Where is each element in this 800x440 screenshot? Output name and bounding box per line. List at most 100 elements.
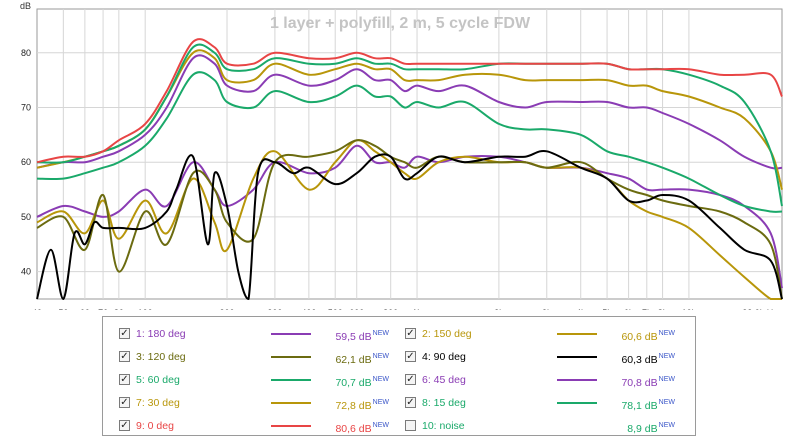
legend-swatch (557, 356, 597, 358)
legend-label: 4: 90 deg (422, 351, 466, 363)
legend-value-text: 60,3 dB (621, 354, 658, 366)
legend-checkbox[interactable]: ✓ (119, 420, 130, 431)
legend-value: 70,8 dBNEW (621, 371, 675, 392)
legend-label: 1: 180 deg (136, 328, 186, 340)
x-tick-label: 70 (98, 308, 108, 310)
legend-swatch (271, 333, 311, 335)
legend-checkbox[interactable]: ✓ (405, 374, 416, 385)
legend-item-4[interactable]: ✓ 4: 90 deg 60,3 dBNEW (405, 348, 675, 366)
legend-new-tag: NEW (372, 330, 389, 337)
chart-title: 1 layer + polyfill, 2 m, 5 cycle FDW (270, 15, 531, 32)
legend-label: 2: 150 deg (422, 328, 472, 340)
series-line-4 (36, 149, 783, 300)
legend-checkbox[interactable]: ✓ (119, 374, 130, 385)
x-tick-label: 100 (138, 308, 153, 310)
x-tick-label: 3k (542, 308, 552, 310)
legend-label: 3: 120 deg (136, 351, 186, 363)
legend-item-1[interactable]: ✓ 1: 180 deg 59,5 dBNEW (119, 325, 389, 343)
legend-checkbox[interactable]: ✓ (119, 351, 130, 362)
series-line-1 (36, 144, 783, 289)
legend-item-8[interactable]: ✓ 8: 15 deg 78,1 dBNEW (405, 394, 675, 412)
legend-checkbox[interactable]: ✓ (405, 351, 416, 362)
legend-swatch (557, 333, 597, 335)
legend-label: 9: 0 deg (136, 420, 174, 432)
legend-value-text: 59,5 dB (335, 331, 372, 343)
legend-value-text: 62,1 dB (335, 354, 372, 366)
series-line-9 (36, 38, 783, 164)
legend-value: 8,9 dBNEW (627, 417, 675, 438)
legend-label: 5: 60 deg (136, 374, 180, 386)
legend-new-tag: NEW (372, 376, 389, 383)
legend-value-text: 78,1 dB (621, 400, 658, 412)
frequency-response-plot: 40 50 60 70 80 100 200 300 400 500 600 800 1k 2k 3k 4k 5… (20, 1, 783, 310)
y-tick-label: 70 (21, 102, 31, 112)
legend-checkbox[interactable]: ✓ (119, 397, 130, 408)
legend-new-tag: NEW (372, 422, 389, 429)
y-tick-label: 80 (21, 48, 31, 58)
y-tick-label: 60 (21, 157, 31, 167)
legend-checkbox[interactable]: ✓ (405, 328, 416, 339)
y-tick-label: 40 (21, 267, 31, 277)
legend-item-9[interactable]: ✓ 9: 0 deg 80,6 dBNEW (119, 417, 389, 435)
legend-checkbox[interactable]: ✓ (405, 397, 416, 408)
legend-swatch (271, 356, 311, 358)
legend-label: 7: 30 deg (136, 397, 180, 409)
legend-value: 72,8 dBNEW (335, 394, 389, 415)
legend-swatch (271, 402, 311, 404)
legend-new-tag: NEW (658, 399, 675, 406)
y-axis-label: dB (20, 1, 31, 11)
series-curves (36, 38, 783, 300)
legend-item-7[interactable]: ✓ 7: 30 deg 72,8 dBNEW (119, 394, 389, 412)
legend-item-6[interactable]: ✓ 6: 45 deg 70,8 dBNEW (405, 371, 675, 389)
legend-value: 59,5 dBNEW (335, 325, 389, 346)
legend-item-3[interactable]: ✓ 3: 120 deg 62,1 dBNEW (119, 348, 389, 366)
y-tick-label: 50 (21, 212, 31, 222)
legend-label: 6: 45 deg (422, 374, 466, 386)
legend-value: 80,6 dBNEW (335, 417, 389, 438)
legend-value: 70,7 dBNEW (335, 371, 389, 392)
x-tick-label: 6k (624, 308, 634, 310)
legend-swatch (557, 402, 597, 404)
legend-value-text: 70,8 dB (621, 377, 658, 389)
x-tick-label: 10k (682, 308, 697, 310)
x-tick-label: 80 (114, 308, 124, 310)
legend-label: 8: 15 deg (422, 397, 466, 409)
legend-new-tag: NEW (372, 399, 389, 406)
legend-new-tag: NEW (658, 376, 675, 383)
legend-checkbox[interactable] (405, 420, 416, 431)
x-tick-label: 600 (349, 308, 364, 310)
x-tick-label: 4k (576, 308, 586, 310)
x-tick-label: 40 (32, 308, 42, 310)
legend-value-text: 72,8 dB (335, 400, 372, 412)
legend: ✓ 1: 180 deg 59,5 dBNEW ✓ 2: 150 deg 60,6 dBN… (102, 316, 696, 436)
series-line-6 (36, 54, 783, 170)
legend-value: 60,6 dBNEW (621, 325, 675, 346)
x-tick-label: 800 (383, 308, 398, 310)
x-tick-label: 500 (328, 308, 343, 310)
legend-item-10[interactable]: 10: noise 8,9 dBNEW (405, 417, 675, 435)
series-line-5 (36, 71, 783, 213)
x-tick-label: 400 (301, 308, 316, 310)
x-tick-label: 300 (267, 308, 282, 310)
legend-new-tag: NEW (658, 330, 675, 337)
x-tick-label: 60 (80, 308, 90, 310)
legend-new-tag: NEW (372, 353, 389, 360)
legend-checkbox[interactable]: ✓ (119, 328, 130, 339)
legend-value-text: 70,7 dB (335, 377, 372, 389)
x-tick-label: 1k (412, 308, 422, 310)
legend-swatch (271, 425, 311, 427)
x-tick-label: 5k (602, 308, 612, 310)
x-tick-label: 50 (58, 308, 68, 310)
legend-item-2[interactable]: ✓ 2: 150 deg 60,6 dBNEW (405, 325, 675, 343)
x-tick-label: 22,0k Hz (742, 308, 778, 310)
legend-value-text: 60,6 dB (621, 331, 658, 343)
legend-value: 78,1 dBNEW (621, 394, 675, 415)
legend-value-text: 80,6 dB (335, 423, 372, 435)
legend-swatch (557, 379, 597, 381)
legend-new-tag: NEW (658, 353, 675, 360)
legend-new-tag: NEW (658, 422, 675, 429)
axis-labels: 40 50 60 70 80 100 200 300 400 500 600 800 1k 2k 3k 4k 5… (21, 48, 778, 310)
x-tick-label: 200 (220, 308, 235, 310)
legend-item-5[interactable]: ✓ 5: 60 deg 70,7 dBNEW (119, 371, 389, 389)
legend-value-text: 8,9 dB (627, 423, 658, 435)
